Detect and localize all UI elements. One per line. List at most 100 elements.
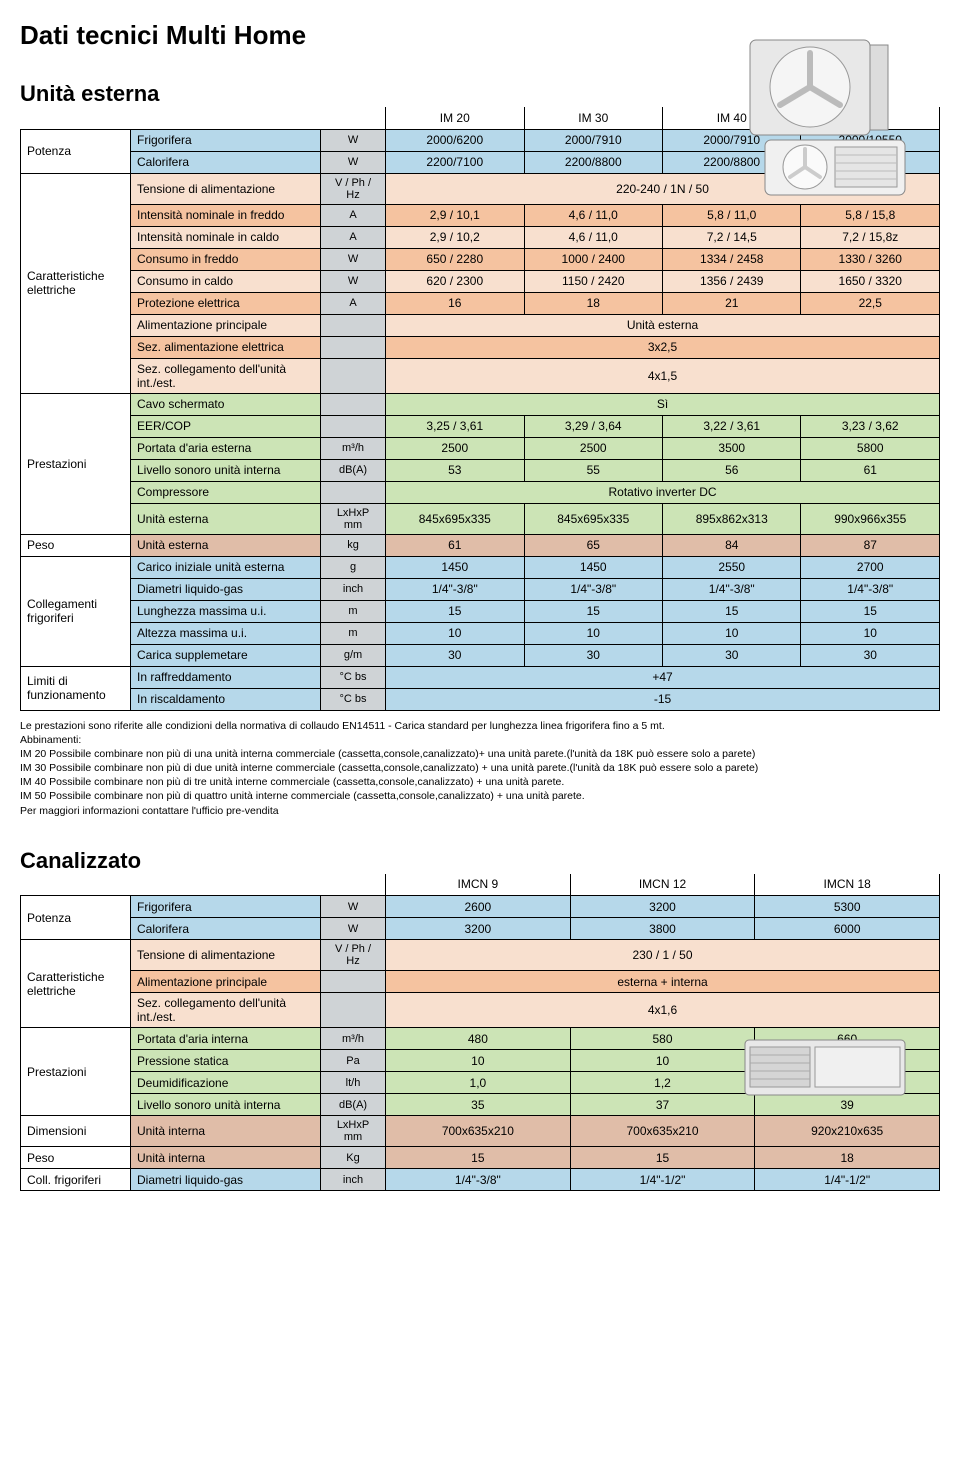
row-value: 2000/6200 xyxy=(386,129,524,151)
hvac-outdoor-unit-image xyxy=(740,35,910,205)
row-unit: A xyxy=(321,204,386,226)
table-row: Alimentazione principaleesterna + intern… xyxy=(21,971,940,993)
row-value: 7,2 / 14,5 xyxy=(663,226,801,248)
row-label: Calorifera xyxy=(131,918,321,940)
row-label: Altezza massima u.i. xyxy=(131,622,321,644)
row-unit: kg xyxy=(321,534,386,556)
row-label: Livello sonoro unità interna xyxy=(131,459,321,481)
row-unit: LxHxP mm xyxy=(321,1116,386,1147)
row-value: 10 xyxy=(570,1050,755,1072)
row-unit: LxHxP mm xyxy=(321,503,386,534)
row-unit: dB(A) xyxy=(321,1094,386,1116)
group-label: Caratteristiche elettriche xyxy=(21,173,131,393)
row-unit: m xyxy=(321,600,386,622)
row-value: 845x695x335 xyxy=(386,503,524,534)
row-label: Alimentazione principale xyxy=(131,314,321,336)
row-label: Tensione di alimentazione xyxy=(131,173,321,204)
group-label: Prestazioni xyxy=(21,393,131,534)
row-label: Intensità nominale in caldo xyxy=(131,226,321,248)
table-row: CaloriferaW320038006000 xyxy=(21,918,940,940)
row-unit xyxy=(321,393,386,415)
note-line: IM 40 Possibile combinare non più di tre… xyxy=(20,775,940,789)
row-unit: W xyxy=(321,270,386,292)
row-value: 1/4"-1/2" xyxy=(755,1169,940,1191)
row-value: 10 xyxy=(386,622,524,644)
row-value: 10 xyxy=(801,622,940,644)
row-unit: W xyxy=(321,918,386,940)
row-value: 2600 xyxy=(386,896,571,918)
table-row: Carica supplemetareg/m30303030 xyxy=(21,644,940,666)
row-label: Consumo in freddo xyxy=(131,248,321,270)
row-unit: W xyxy=(321,129,386,151)
table-row: Portata d'aria esternam³/h25002500350058… xyxy=(21,437,940,459)
group-label: Caratteristiche elettriche xyxy=(21,940,131,1028)
note-line: IM 20 Possibile combinare non più di una… xyxy=(20,747,940,761)
table-row: Collegamenti frigoriferiCarico iniziale … xyxy=(21,556,940,578)
row-value: 2,9 / 10,1 xyxy=(386,204,524,226)
row-value: 3x2,5 xyxy=(386,336,940,358)
row-value: 990x966x355 xyxy=(801,503,940,534)
row-value: +47 xyxy=(386,666,940,688)
row-value: 1/4"-1/2" xyxy=(570,1169,755,1191)
row-unit xyxy=(321,415,386,437)
row-value: 5800 xyxy=(801,437,940,459)
row-unit: V / Ph / Hz xyxy=(321,940,386,971)
row-value: 15 xyxy=(570,1147,755,1169)
row-unit xyxy=(321,993,386,1028)
row-value: 61 xyxy=(801,459,940,481)
row-unit: inch xyxy=(321,1169,386,1191)
row-value: 845x695x335 xyxy=(524,503,662,534)
row-value: 15 xyxy=(524,600,662,622)
row-value: 15 xyxy=(801,600,940,622)
row-label: Cavo schermato xyxy=(131,393,321,415)
table-row: Altezza massima u.i.m10101010 xyxy=(21,622,940,644)
group-label: Peso xyxy=(21,1147,131,1169)
row-label: Deumidificazione xyxy=(131,1072,321,1094)
row-value: Unità esterna xyxy=(386,314,940,336)
row-unit: W xyxy=(321,248,386,270)
table-row: Sez. collegamento dell'unità int./est.4x… xyxy=(21,993,940,1028)
row-unit: W xyxy=(321,151,386,173)
row-label: Protezione elettrica xyxy=(131,292,321,314)
row-value: 3200 xyxy=(386,918,571,940)
row-value: 22,5 xyxy=(801,292,940,314)
row-value: 5,8 / 15,8 xyxy=(801,204,940,226)
row-value: 1,2 xyxy=(570,1072,755,1094)
row-label: In raffreddamento xyxy=(131,666,321,688)
row-value: 2700 xyxy=(801,556,940,578)
row-value: 55 xyxy=(524,459,662,481)
table-row: Sez. alimentazione elettrica 3x2,5 xyxy=(21,336,940,358)
row-value: 53 xyxy=(386,459,524,481)
row-label: Carico iniziale unità esterna xyxy=(131,556,321,578)
row-value: 480 xyxy=(386,1028,571,1050)
row-value: 1/4"-3/8" xyxy=(524,578,662,600)
row-value: 1,0 xyxy=(386,1072,571,1094)
row-unit: V / Ph / Hz xyxy=(321,173,386,204)
group-label: Collegamenti frigoriferi xyxy=(21,556,131,666)
row-value: 3500 xyxy=(663,437,801,459)
row-value: 5,8 / 11,0 xyxy=(663,204,801,226)
table-row: Caratteristiche elettricheTensione di al… xyxy=(21,940,940,971)
row-label: Diametri liquido-gas xyxy=(131,1169,321,1191)
table-row: Livello sonoro unità internadB(A)5355566… xyxy=(21,459,940,481)
table-row: In riscaldamento°C bs-15 xyxy=(21,688,940,710)
row-label: Sez. alimentazione elettrica xyxy=(131,336,321,358)
row-value: 18 xyxy=(755,1147,940,1169)
table-row: PrestazioniCavo schermatoSì xyxy=(21,393,940,415)
table-row: Intensità nominale in caldoA2,9 / 10,24,… xyxy=(21,226,940,248)
row-unit: °C bs xyxy=(321,688,386,710)
model-header: IM 20 xyxy=(386,107,524,129)
row-value: 580 xyxy=(570,1028,755,1050)
row-value: 1000 / 2400 xyxy=(524,248,662,270)
hvac-ducted-unit-image xyxy=(740,1025,910,1115)
row-unit: m³/h xyxy=(321,1028,386,1050)
row-label: Diametri liquido-gas xyxy=(131,578,321,600)
row-value: 3,29 / 3,64 xyxy=(524,415,662,437)
row-value: 2500 xyxy=(386,437,524,459)
row-value: 3200 xyxy=(570,896,755,918)
table-row: Intensità nominale in freddoA2,9 / 10,14… xyxy=(21,204,940,226)
table-row: Consumo in caldoW620 / 23001150 / 242013… xyxy=(21,270,940,292)
row-value: 2200/7100 xyxy=(386,151,524,173)
row-label: Sez. collegamento dell'unità int./est. xyxy=(131,358,321,393)
row-value: 30 xyxy=(801,644,940,666)
